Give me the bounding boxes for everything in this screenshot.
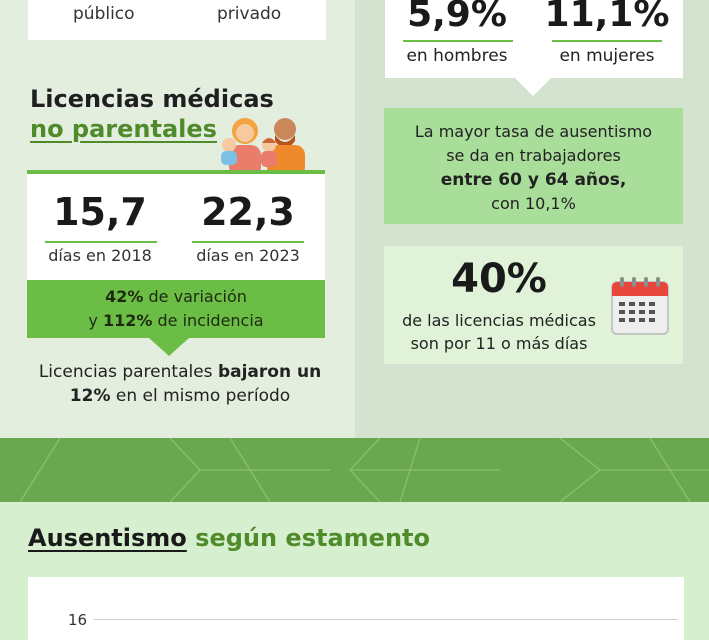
long-leave-desc: de las licencias médicas son por 11 o má… [384, 309, 614, 355]
men-label: en hombres [406, 46, 508, 66]
variation-text: de variación [143, 287, 247, 306]
value-2018: 15,7 [53, 190, 147, 234]
women-label: en mujeres [559, 46, 655, 66]
age-line4: con 10,1% [491, 194, 576, 213]
incidence-text: de incidencia [152, 311, 264, 330]
sector-card: público privado [28, 0, 326, 40]
parental-bold: bajaron un 12% [69, 362, 322, 406]
y-gridline [94, 619, 678, 620]
men-rule [403, 40, 513, 42]
days-card: 15,7 días en 2018 22,3 días en 2023 [27, 170, 325, 284]
women-rule [552, 40, 662, 42]
incidence-pct: 112% [102, 311, 153, 330]
parental-note: Licencias parentales bajaron un 12% en e… [30, 360, 330, 408]
age-line2: se da en trabajadores [446, 146, 621, 165]
estamento-title: Ausentismo según estamento [28, 524, 430, 552]
long-leave-line1: de las licencias médicas [402, 311, 596, 330]
medical-leave-title-line2: no parentales [30, 115, 217, 143]
value-2023: 22,3 [201, 190, 295, 234]
age-box: La mayor tasa de ausentismo se da en tra… [384, 108, 683, 224]
long-leave-line2: son por 11 o más días [410, 334, 588, 353]
variation-pointer [149, 338, 189, 356]
incidence-prefix: y [88, 311, 103, 330]
label-2023: días en 2023 [196, 246, 300, 265]
age-line1: La mayor tasa de ausentismo [414, 122, 653, 141]
estamento-chart: 16 [28, 577, 684, 640]
private-label: privado [217, 4, 282, 24]
long-leave-box: 40% de las licencias médicas son por 11 … [384, 246, 683, 364]
medical-leave-title-line1: Licencias médicas [30, 85, 274, 113]
variation-box: 42% de variación y 112% de incidencia [27, 280, 325, 338]
gender-pointer [515, 78, 551, 96]
estamento-title-b: según estamento [186, 524, 430, 552]
calendar-icon [611, 277, 669, 335]
y-tick-label: 16 [68, 611, 88, 629]
gender-card: 5,9% en hombres 11,1% en mujeres [385, 0, 683, 78]
family-illustration [221, 118, 305, 177]
label-2018: días en 2018 [48, 246, 152, 265]
long-leave-value: 40% [451, 256, 547, 302]
age-bold: entre 60 y 64 años, [440, 170, 627, 190]
parental-suffix: en el mismo período [110, 386, 291, 406]
estamento-title-a: Ausentismo [28, 524, 187, 552]
public-label: público [73, 4, 135, 24]
women-value: 11,1% [544, 0, 670, 35]
medical-leave-title: Licencias médicas no parentales [30, 84, 274, 144]
rule-2023 [192, 241, 304, 243]
men-value: 5,9% [407, 0, 507, 35]
variation-pct: 42% [105, 287, 144, 306]
parental-prefix: Licencias parentales [38, 362, 218, 382]
decorative-band [0, 438, 709, 502]
rule-2018 [45, 241, 157, 243]
